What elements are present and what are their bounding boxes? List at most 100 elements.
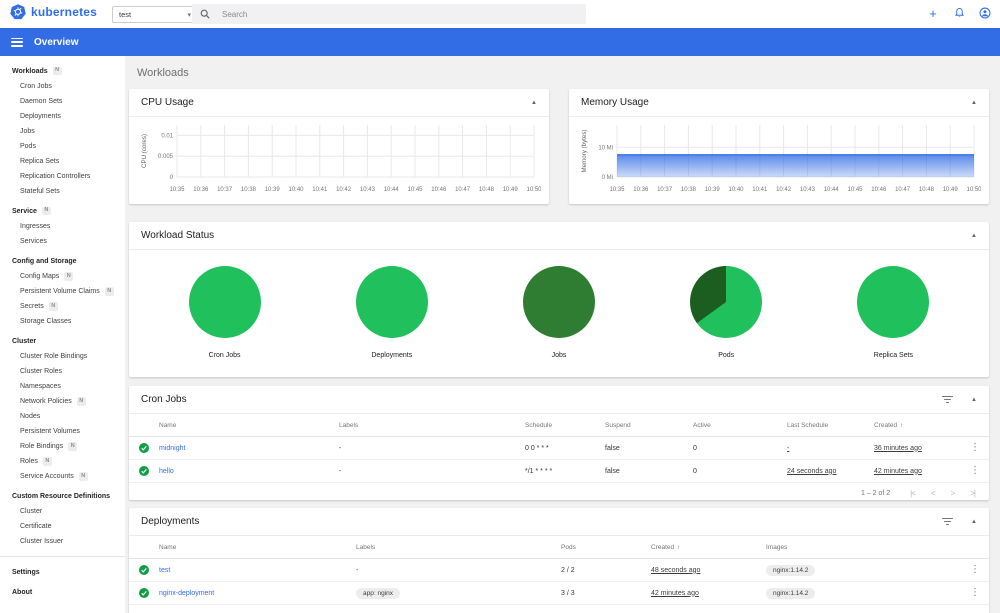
row-actions-menu-button[interactable]: ⋮	[970, 442, 980, 453]
filter-icon[interactable]	[941, 395, 953, 404]
sidebar-item-cluster-roles[interactable]: Cluster Roles	[0, 364, 125, 379]
table-cell: 0	[693, 467, 697, 475]
sidebar-item-pods[interactable]: Pods	[0, 139, 125, 154]
sidebar-item-service-accounts[interactable]: Service Accounts N	[0, 469, 125, 484]
sidebar-item-roles[interactable]: Roles N	[0, 454, 125, 469]
column-header-last-schedule[interactable]: Last Schedule	[787, 421, 829, 429]
previous-page-button[interactable]: <	[930, 488, 936, 498]
table-cell: 42 minutes ago	[874, 467, 922, 475]
column-header-created[interactable]: Created ↑	[651, 543, 681, 551]
sidebar-item-label: Service	[12, 207, 37, 215]
sidebar-item-label: Persistent Volume Claims	[20, 288, 100, 295]
collapse-card-button[interactable]: ▲	[971, 396, 977, 403]
sort-ascending-icon: ↑	[677, 543, 681, 551]
status-success-icon	[129, 588, 159, 598]
sidebar-item-label: Config and Storage	[12, 257, 77, 265]
search-bar[interactable]	[192, 4, 586, 24]
deployments-table: Name Labels Pods Created ↑ Images test - 2 / 2 48…	[129, 536, 989, 605]
column-header-active[interactable]: Active	[693, 421, 711, 429]
sidebar-item-nodes[interactable]: Nodes	[0, 409, 125, 424]
notifications-bell-icon[interactable]	[951, 5, 967, 21]
column-header-images[interactable]: Images	[766, 543, 788, 551]
sidebar-item-cluster-role-bindings[interactable]: Cluster Role Bindings	[0, 349, 125, 364]
search-input[interactable]	[220, 8, 524, 20]
svg-text:10:49: 10:49	[943, 187, 959, 193]
collapse-card-button[interactable]: ▲	[971, 518, 977, 525]
create-resource-button[interactable]: +	[929, 5, 937, 21]
kubernetes-helm-icon	[10, 4, 26, 20]
sidebar-item-about[interactable]: About	[0, 584, 125, 600]
svg-text:10:36: 10:36	[633, 187, 649, 193]
sidebar-item-replication-controllers[interactable]: Replication Controllers	[0, 169, 125, 184]
sidebar-item-config-maps[interactable]: Config Maps N	[0, 269, 125, 284]
resource-name-link[interactable]: hello	[159, 467, 174, 475]
sidebar-item-services[interactable]: Services	[0, 234, 125, 249]
column-header-pods[interactable]: Pods	[561, 543, 576, 551]
sidebar-item-service[interactable]: Service N	[0, 203, 125, 219]
search-icon	[200, 9, 210, 19]
sidebar-item-cron-jobs[interactable]: Cron Jobs	[0, 79, 125, 94]
next-page-button[interactable]: >	[950, 488, 956, 498]
pie-label: Cron Jobs	[208, 352, 241, 359]
sidebar-item-replica-sets[interactable]: Replica Sets	[0, 154, 125, 169]
row-actions-menu-button[interactable]: ⋮	[970, 587, 980, 598]
table-cell: false	[605, 467, 620, 475]
first-page-button[interactable]: |<	[910, 488, 916, 498]
menu-hamburger-icon[interactable]	[11, 37, 23, 47]
sidebar-item-storage-classes[interactable]: Storage Classes	[0, 314, 125, 329]
svg-text:10:38: 10:38	[681, 187, 697, 193]
resource-name-link[interactable]: test	[159, 566, 171, 574]
namespace-selector[interactable]: test ▾	[112, 6, 198, 23]
sidebar-item-persistent-volume-claims[interactable]: Persistent Volume Claims N	[0, 284, 125, 299]
sidebar-item-label: Secrets	[20, 303, 44, 310]
resource-name-link[interactable]: midnight	[159, 444, 186, 452]
sidebar-item-namespaces[interactable]: Namespaces	[0, 379, 125, 394]
sidebar-item-secrets[interactable]: Secrets N	[0, 299, 125, 314]
sidebar-item-persistent-volumes[interactable]: Persistent Volumes	[0, 424, 125, 439]
memory-usage-chart: 10:35 10:36 10:37 10:38 10:39 10:40 10:41 10:42…	[581, 125, 982, 193]
user-account-icon[interactable]	[977, 5, 993, 21]
row-actions-menu-button[interactable]: ⋮	[970, 465, 980, 476]
namespace-value: test	[119, 10, 132, 19]
row-actions-menu-button[interactable]: ⋮	[970, 564, 980, 575]
collapse-card-button[interactable]: ▲	[971, 232, 977, 239]
sidebar-item-deployments[interactable]: Deployments	[0, 109, 125, 124]
last-page-button[interactable]: >|	[970, 488, 976, 498]
column-header-schedule[interactable]: Schedule	[525, 421, 553, 429]
label-chip: app: nginx	[356, 587, 400, 599]
svg-text:10:42: 10:42	[776, 187, 792, 193]
sidebar-item-workloads[interactable]: Workloads N	[0, 63, 125, 79]
filter-icon[interactable]	[941, 517, 953, 526]
table-cell: -	[339, 444, 342, 452]
collapse-card-button[interactable]: ▲	[971, 99, 977, 106]
sidebar-item-jobs[interactable]: Jobs	[0, 124, 125, 139]
sidebar-item-ingresses[interactable]: Ingresses	[0, 219, 125, 234]
sidebar-item-cluster-issuer[interactable]: Cluster Issuer	[0, 534, 125, 549]
resource-name-link[interactable]: nginx-deployment	[159, 589, 215, 597]
sidebar-item-stateful-sets[interactable]: Stateful Sets	[0, 184, 125, 199]
sidebar-divider	[0, 556, 125, 557]
column-header-suspend[interactable]: Suspend	[605, 421, 631, 429]
workload-status-pies: Cron Jobs Deployments Jobs Pods Replica Sets	[129, 250, 989, 359]
column-header-labels[interactable]: Labels	[356, 543, 376, 551]
column-header-labels[interactable]: Labels	[339, 421, 359, 429]
svg-text:10:42: 10:42	[336, 187, 352, 193]
collapse-card-button[interactable]: ▲	[531, 99, 537, 106]
workload-status-card: Workload Status ▲ Cron Jobs Deployments Jo…	[129, 222, 989, 377]
column-header-name[interactable]: Name	[159, 543, 177, 551]
kubernetes-logo[interactable]: kubernetes	[10, 4, 97, 20]
svg-text:10:48: 10:48	[919, 187, 935, 193]
svg-text:10:47: 10:47	[895, 187, 911, 193]
column-header-created[interactable]: Created ↑	[874, 421, 904, 429]
sidebar-item-network-policies[interactable]: Network Policies N	[0, 394, 125, 409]
sidebar-item-cluster[interactable]: Cluster	[0, 504, 125, 519]
sidebar-item-certificate[interactable]: Certificate	[0, 519, 125, 534]
pagination-buttons: |< < > >|	[910, 488, 976, 498]
label-chip: nginx:1.14.2	[766, 564, 816, 576]
column-header-name[interactable]: Name	[159, 421, 177, 429]
sidebar-item-daemon-sets[interactable]: Daemon Sets	[0, 94, 125, 109]
sidebar-item-settings[interactable]: Settings	[0, 564, 125, 580]
cpu-usage-chart: 10:35 10:36 10:37 10:38 10:39 10:40 10:41 10:42…	[141, 125, 542, 193]
sidebar-item-role-bindings[interactable]: Role Bindings N	[0, 439, 125, 454]
sidebar-item-label: Cron Jobs	[20, 83, 52, 90]
